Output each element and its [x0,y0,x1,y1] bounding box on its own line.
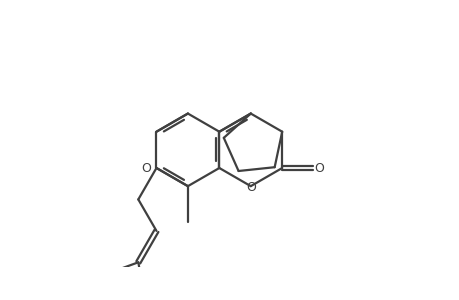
Text: O: O [140,161,151,175]
Text: O: O [314,161,324,175]
Text: O: O [245,181,255,194]
